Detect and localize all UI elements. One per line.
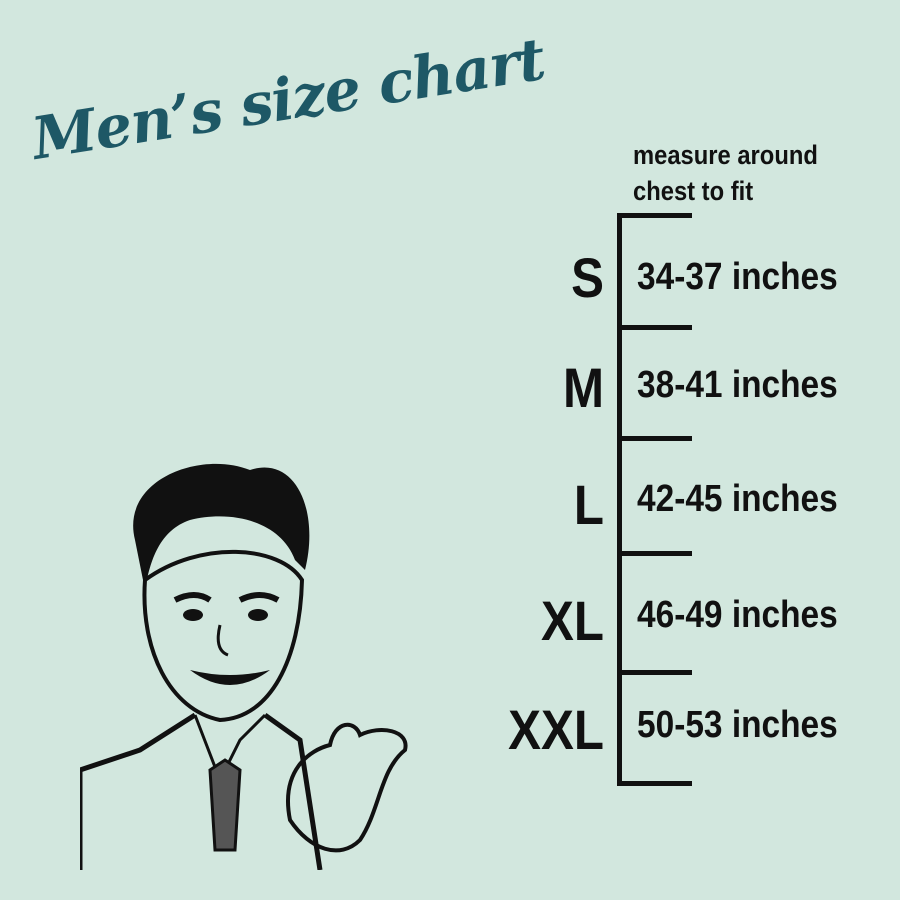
bracket-tick — [617, 213, 692, 218]
bracket-tick — [617, 551, 692, 556]
size-label-l: L — [573, 473, 604, 536]
size-range-xxl: 50-53 inches — [637, 704, 838, 746]
size-range-l: 42-45 inches — [637, 478, 838, 520]
measure-instruction: measure around chest to fit — [633, 137, 818, 209]
instruction-line-1: measure around — [633, 140, 818, 170]
size-range-m: 38-41 inches — [637, 364, 838, 406]
size-label-m: M — [562, 356, 604, 419]
size-range-xl: 46-49 inches — [637, 594, 838, 636]
bracket-tick — [617, 325, 692, 330]
size-range-s: 34-37 inches — [637, 256, 838, 298]
instruction-line-2: chest to fit — [633, 176, 754, 206]
bracket-tick — [617, 670, 692, 675]
retro-man-illustration — [80, 463, 408, 870]
size-label-xl: XL — [541, 589, 604, 652]
bracket-vertical-line — [617, 213, 622, 786]
size-label-s: S — [571, 246, 604, 309]
bracket-tick — [617, 436, 692, 441]
page-title: Men’s size chart — [27, 24, 550, 173]
size-label-xxl: XXL — [508, 698, 604, 761]
bracket-tick — [617, 781, 692, 786]
